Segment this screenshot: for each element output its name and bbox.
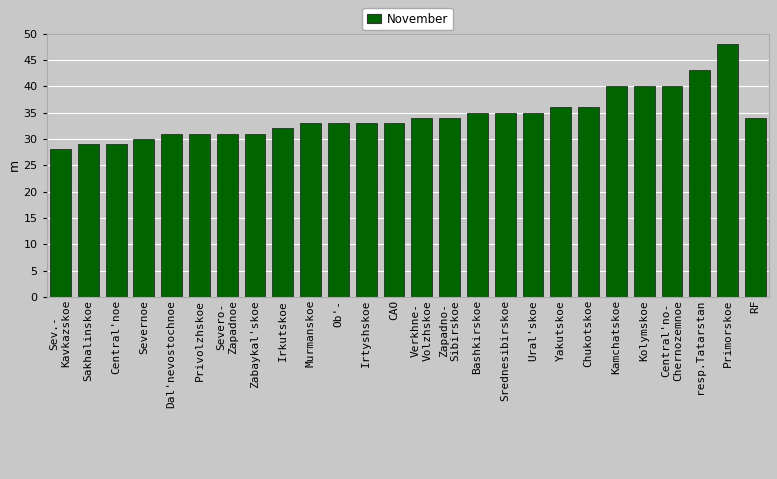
Bar bbox=[411, 118, 432, 297]
Bar bbox=[134, 139, 155, 297]
Bar bbox=[578, 107, 599, 297]
Bar bbox=[106, 144, 127, 297]
Bar bbox=[78, 144, 99, 297]
Bar bbox=[606, 86, 627, 297]
Legend: November: November bbox=[363, 8, 453, 30]
Bar bbox=[523, 113, 543, 297]
Bar bbox=[328, 123, 349, 297]
Bar bbox=[467, 113, 488, 297]
Bar bbox=[384, 123, 405, 297]
Y-axis label: m: m bbox=[8, 159, 21, 171]
Bar bbox=[273, 128, 293, 297]
Bar bbox=[745, 118, 766, 297]
Bar bbox=[634, 86, 654, 297]
Bar bbox=[245, 134, 266, 297]
Bar bbox=[717, 44, 738, 297]
Bar bbox=[162, 134, 182, 297]
Bar bbox=[495, 113, 516, 297]
Bar bbox=[439, 118, 460, 297]
Bar bbox=[550, 107, 571, 297]
Bar bbox=[661, 86, 682, 297]
Bar bbox=[689, 70, 710, 297]
Bar bbox=[189, 134, 210, 297]
Bar bbox=[300, 123, 321, 297]
Bar bbox=[356, 123, 377, 297]
Bar bbox=[217, 134, 238, 297]
Bar bbox=[50, 149, 71, 297]
